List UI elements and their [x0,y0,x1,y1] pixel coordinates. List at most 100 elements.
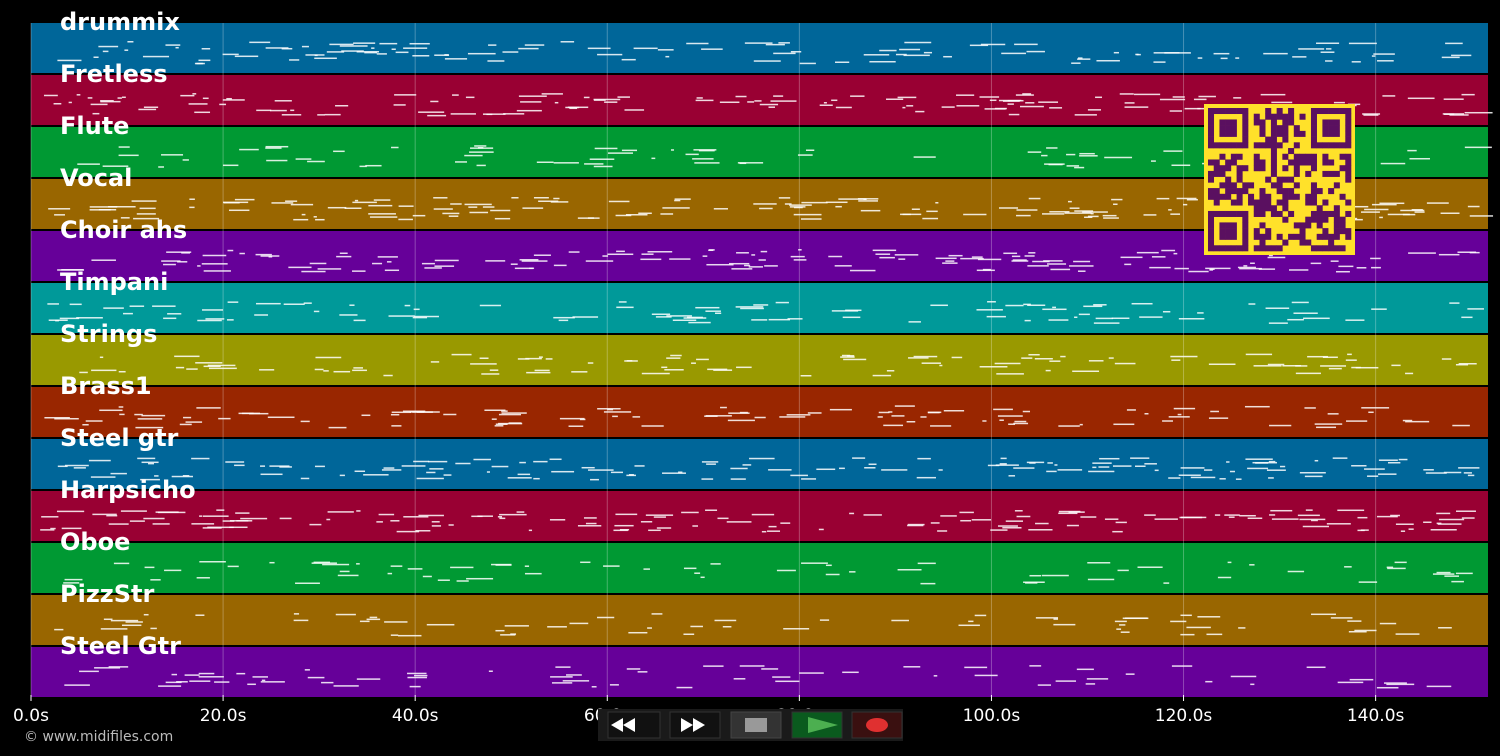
note [730,478,746,480]
qr-module [1270,113,1277,120]
note [188,103,208,105]
note [121,96,126,99]
qr-module [1230,153,1237,160]
note [479,357,489,360]
note [148,462,154,465]
note [1112,530,1123,533]
play-button[interactable] [791,711,843,739]
note [1244,405,1270,408]
note [1436,512,1451,515]
qr-module [1322,210,1329,217]
note [64,464,89,467]
note [1197,57,1203,59]
qr-module [1316,216,1323,223]
qr-module [1270,136,1277,143]
note [314,368,324,371]
note [500,634,516,636]
qr-module [1208,113,1215,120]
note [1027,304,1046,307]
note [387,572,393,575]
note [747,101,755,103]
note [917,562,936,565]
note [1016,214,1031,217]
note [1455,572,1473,575]
note [226,97,232,100]
note [773,52,796,55]
note [554,101,559,104]
note [753,304,769,306]
qr-module [1316,188,1323,195]
qr-module [1248,199,1255,206]
rewind-button[interactable] [607,711,661,739]
note [108,206,136,208]
note [719,101,740,104]
note [891,415,905,417]
note [141,414,166,417]
note [1436,571,1451,574]
note [729,262,750,265]
footer: © www.midifiles.com [24,729,173,745]
note [314,57,337,60]
qr-module [1259,245,1266,252]
note [1102,214,1117,217]
note [655,316,672,318]
record-button[interactable] [851,711,903,739]
note [1074,166,1085,169]
note [926,210,938,213]
note [1370,257,1381,260]
note [1347,353,1352,356]
note [683,567,697,570]
note [363,474,389,476]
note [1173,407,1196,410]
note [737,162,764,164]
qr-module [1276,125,1283,132]
note [365,164,382,167]
note [657,49,674,51]
note [968,620,974,623]
qr-module [1322,170,1329,177]
note [869,60,896,63]
note [710,563,721,565]
note [1423,469,1434,471]
note [842,316,861,319]
note [47,303,59,305]
note [356,678,381,680]
note [1112,465,1132,467]
note [353,367,364,369]
note [1042,308,1067,311]
fast-forward-button[interactable] [669,711,721,739]
note [751,513,775,516]
note [1249,564,1255,566]
note [418,514,444,517]
note [93,56,99,59]
note [202,309,224,311]
qr-module [1276,130,1283,137]
qr-module [1208,233,1215,240]
note [597,616,615,619]
qr-module [1219,210,1226,217]
stop-button[interactable] [730,711,782,739]
note [414,674,428,677]
note [1314,423,1343,425]
note [378,513,395,516]
note [401,465,426,467]
qr-module [1242,119,1249,126]
note [1268,477,1274,479]
note [1458,363,1477,365]
note [466,577,494,580]
note [431,525,442,527]
note [202,515,229,517]
qr-module [1225,142,1232,149]
note [937,530,948,532]
qr-module [1236,245,1243,252]
note [674,199,681,202]
note [163,263,176,266]
note [1074,210,1094,212]
note [660,213,674,215]
note [1380,162,1406,165]
note [583,96,590,99]
note [359,165,367,168]
note [433,197,448,199]
note [1008,423,1016,425]
